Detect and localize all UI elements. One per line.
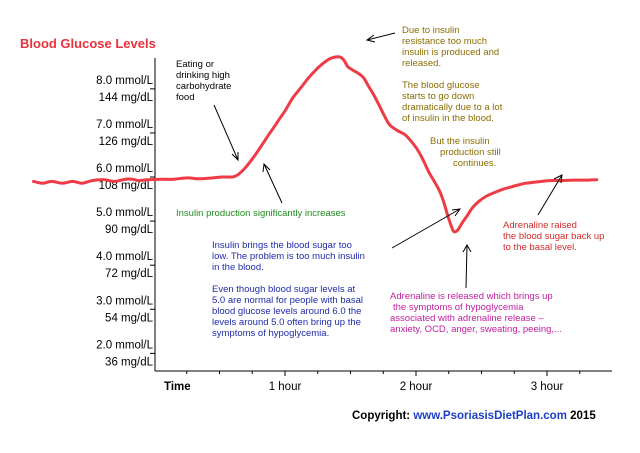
annotation-insulin-increases: Insulin production significantly increas… bbox=[176, 208, 346, 219]
glucose-series bbox=[32, 55, 599, 234]
y-axis-ticks: 8.0 mmol/L 144 mg/dL 7.0 mmol/L 126 mg/dL 6.… bbox=[96, 75, 155, 368]
x-axis-ticks: 1 hour 2 hour 3 hour bbox=[186, 371, 581, 393]
x-tick-label: 1 hour bbox=[269, 381, 302, 393]
y-tick-label: 3.0 mmol/L bbox=[96, 295, 153, 307]
annotation-insulin-resistance: Due to insulin resistance too much insul… bbox=[402, 25, 502, 69]
annotation-insulin-continues: But the insulin production still continu… bbox=[430, 136, 503, 169]
copyright-text: Copyright: www.PsoriasisDietPlan.com 201… bbox=[352, 410, 596, 422]
arrow-eating bbox=[213, 104, 239, 162]
annotation-glucose-down: The blood glucose starts to go down dram… bbox=[402, 80, 505, 124]
y-tick-label: 7.0 mmol/L bbox=[96, 119, 153, 131]
y-tick-label: 126 mg/dL bbox=[99, 136, 154, 148]
y-tick-label: 144 mg/dL bbox=[99, 92, 154, 104]
annotation-adrenaline-released: Adrenaline is released which brings up t… bbox=[390, 291, 562, 335]
y-tick-label: 108 mg/dL bbox=[99, 180, 154, 192]
y-tick-label: 36 mg/dL bbox=[105, 356, 154, 368]
y-tick-label: 8.0 mmol/L bbox=[96, 75, 153, 87]
y-tick-label: 4.0 mmol/L bbox=[96, 251, 153, 263]
x-axis-label: Time bbox=[164, 381, 191, 393]
y-tick-label: 5.0 mmol/L bbox=[96, 207, 153, 219]
annotation-arrows bbox=[213, 32, 563, 289]
y-tick-label: 72 mg/dL bbox=[105, 268, 154, 280]
arrow-adrenaline-released bbox=[462, 243, 472, 289]
glucose-line bbox=[32, 55, 599, 234]
x-tick-label: 2 hour bbox=[400, 381, 433, 393]
y-tick-label: 2.0 mmol/L bbox=[96, 339, 153, 351]
arrow-too-low bbox=[391, 208, 462, 249]
y-tick-label: 90 mg/dL bbox=[105, 224, 154, 236]
annotation-eating: Eating or drinking high carbohydrate foo… bbox=[176, 59, 234, 103]
copyright-suffix: 2015 bbox=[567, 410, 596, 422]
x-tick-label: 3 hour bbox=[531, 381, 564, 393]
annotation-adrenaline-raised: Adrenaline raised the blood sugar back u… bbox=[503, 220, 607, 253]
copyright-prefix: Copyright: bbox=[352, 410, 413, 422]
y-tick-label: 54 mg/dL bbox=[105, 312, 154, 324]
copyright-url[interactable]: www.PsoriasisDietPlan.com bbox=[412, 410, 567, 422]
arrow-insulin-resistance bbox=[365, 32, 396, 43]
arrow-adrenaline-raised bbox=[537, 174, 563, 216]
y-tick-label: 6.0 mmol/L bbox=[96, 163, 153, 175]
annotation-too-low: Insulin brings the blood sugar too low. … bbox=[212, 240, 368, 273]
arrow-insulin-production bbox=[262, 162, 283, 204]
annotation-hypoglycemia-note: Even though blood sugar levels at 5.0 ar… bbox=[212, 284, 366, 339]
chart-title: Blood Glucose Levels bbox=[20, 36, 156, 51]
